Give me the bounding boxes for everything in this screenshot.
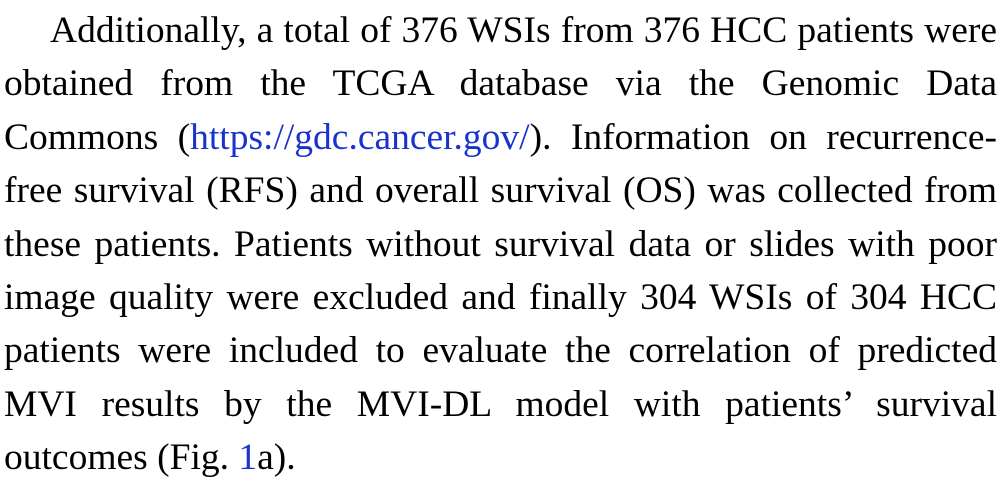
gdc-link[interactable]: https://gdc.cancer.gov/	[190, 116, 530, 158]
paragraph-text-1: Additionally, a total of 376 WSIs from 3…	[4, 10, 997, 158]
paragraph-text-2: ). Information on recurrence-free surviv…	[4, 116, 998, 479]
body-paragraph: Additionally, a total of 376 WSIs from 3…	[4, 4, 997, 485]
figure-reference-link[interactable]: 1	[238, 437, 258, 479]
paragraph-text-3: a).	[257, 437, 296, 479]
